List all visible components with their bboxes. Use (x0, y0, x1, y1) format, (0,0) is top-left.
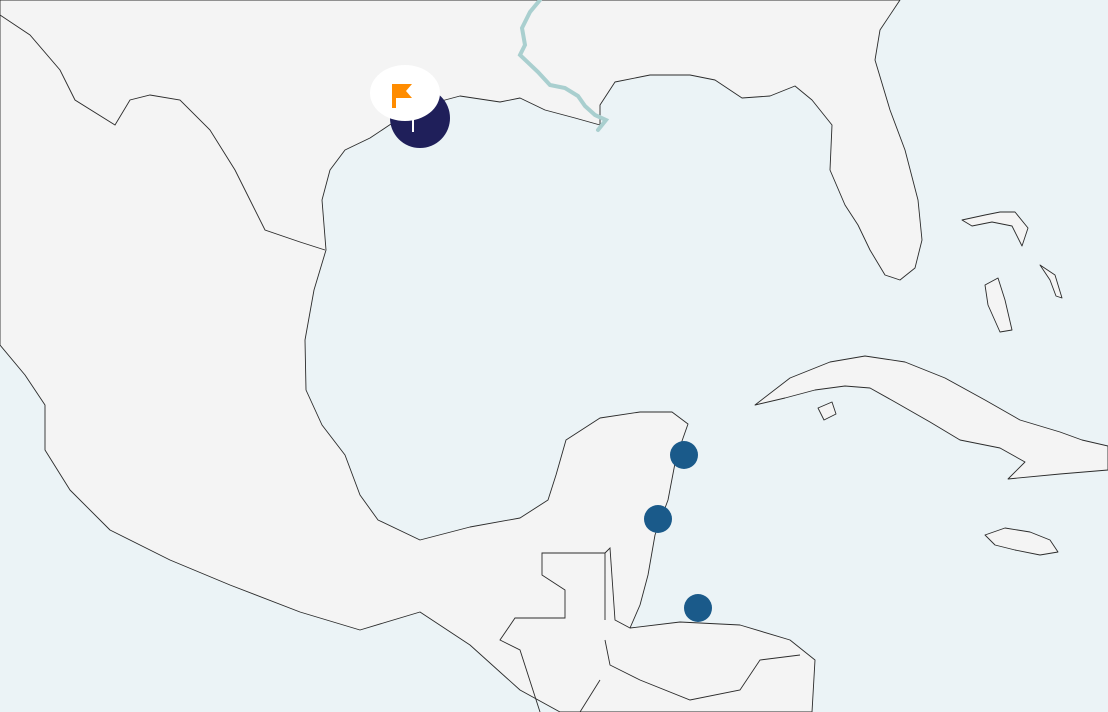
border-guatemala-mexico (499, 552, 606, 712)
land-bahamas-north (961, 211, 1029, 247)
border-belize (604, 546, 631, 629)
mississippi-river (517, 0, 610, 132)
land-jamaica (984, 527, 1059, 556)
border-honduras (604, 639, 801, 701)
land-bahamas-andros (984, 277, 1013, 333)
point-marker[interactable] (684, 594, 712, 622)
border-nicaragua (579, 679, 601, 712)
border-us-mexico (0, 14, 326, 251)
land-cuba (754, 355, 1108, 480)
land-bahamas-eleuthera (1039, 264, 1063, 299)
flag-cluster-marker[interactable] (370, 65, 450, 148)
point-marker[interactable] (670, 441, 698, 469)
point-marker[interactable] (644, 505, 672, 533)
land-north-central-america (0, 0, 923, 712)
land-isla-juventud (817, 401, 837, 421)
flag-icon (392, 84, 414, 132)
borders (0, 14, 801, 712)
